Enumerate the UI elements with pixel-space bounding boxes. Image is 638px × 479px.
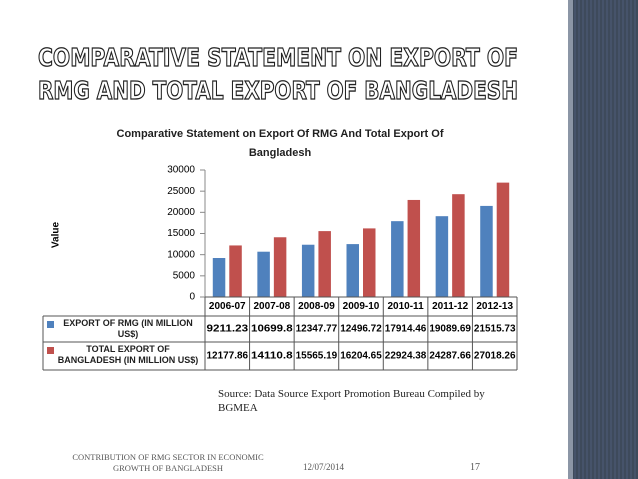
- y-tick-label: 30000: [167, 165, 195, 176]
- bar: [363, 228, 376, 297]
- y-tick-label: 0: [189, 292, 195, 303]
- x-tick-label: 2010-11: [387, 301, 424, 312]
- bar: [229, 245, 242, 297]
- table-value: 17914.46: [385, 324, 427, 335]
- page-number: 17: [470, 462, 480, 473]
- table-value: 15565.19: [296, 351, 338, 362]
- x-tick-label: 2011-12: [432, 301, 469, 312]
- table-value: 22924.38: [385, 351, 427, 362]
- table-value: 19089.69: [429, 324, 471, 335]
- table-value: 24287.66: [429, 351, 471, 362]
- legend-label: TOTAL EXPORT OF BANGLADESH (IN MILLION U…: [57, 344, 199, 365]
- table-value: 12496.72: [340, 324, 382, 335]
- bar: [480, 205, 493, 297]
- x-tick-label: 2009-10: [343, 301, 380, 312]
- bar: [318, 231, 331, 297]
- bar: [435, 216, 449, 297]
- bar: [452, 194, 465, 297]
- source-note: Source: Data Source Export Promotion Bur…: [218, 388, 485, 414]
- table-value: 12347.77: [296, 324, 338, 335]
- bar: [257, 251, 270, 297]
- footer: CONTRIBUTION OF RMG SECTOR IN ECONOMIC G…: [72, 452, 264, 473]
- bar: [301, 244, 315, 297]
- x-tick-label: 2012-13: [476, 301, 513, 312]
- x-tick-label: 2007-08: [254, 301, 291, 312]
- bar: [407, 199, 421, 297]
- y-tick-label: 10000: [167, 249, 195, 260]
- slide-title: COMPARATIVE STATEMENT ON EXPORT OF: [38, 43, 518, 72]
- bar: [273, 237, 287, 297]
- legend-swatch: [47, 321, 54, 328]
- y-axis-label: Value: [51, 222, 62, 249]
- x-tick-label: 2008-09: [298, 301, 335, 312]
- y-tick-label: 15000: [167, 228, 195, 239]
- table-value: 9211.23: [207, 324, 249, 335]
- bar: [391, 221, 404, 297]
- slide-title: RMG AND TOTAL EXPORT OF BANGLADESH: [38, 76, 518, 105]
- side-strip: [568, 0, 638, 479]
- legend-label: EXPORT OF RMG (IN MILLION US$): [63, 318, 193, 339]
- table-value: 21515.73: [474, 324, 516, 335]
- bar: [212, 258, 226, 297]
- chart-title: Comparative Statement on Export Of RMG A…: [116, 128, 444, 159]
- date: 12/07/2014: [303, 462, 345, 472]
- y-tick-label: 5000: [173, 270, 196, 281]
- table-value: 12177.86: [207, 351, 249, 362]
- table-value: 27018.26: [474, 351, 516, 362]
- bar: [496, 182, 510, 297]
- table-value: 16204.65: [340, 351, 382, 362]
- table-value: 10699.8: [251, 324, 293, 335]
- x-tick-label: 2006-07: [209, 301, 246, 312]
- table-value: 14110.8: [251, 351, 293, 362]
- y-tick-label: 25000: [167, 186, 195, 197]
- y-tick-label: 20000: [167, 207, 195, 218]
- legend-swatch: [47, 347, 54, 354]
- bar: [346, 244, 359, 297]
